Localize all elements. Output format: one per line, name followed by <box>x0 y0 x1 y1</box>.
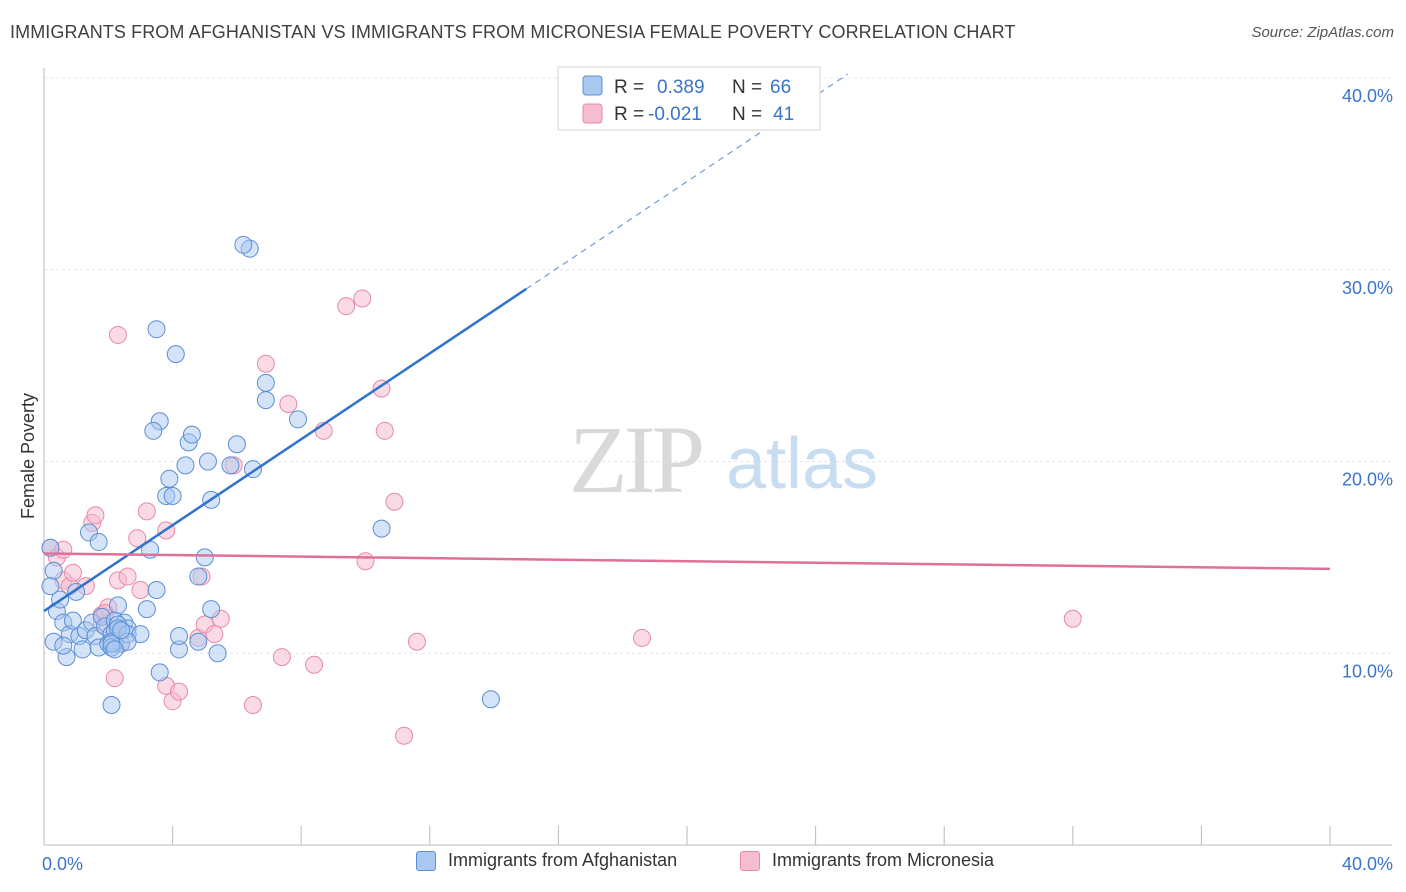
legend-item-micronesia[interactable]: Immigrants from Micronesia <box>740 850 994 871</box>
stats-legend-swatch-micronesia <box>582 103 603 124</box>
afghanistan-point <box>105 640 124 659</box>
source-credit: Source: ZipAtlas.com <box>1251 24 1394 41</box>
micronesia-point <box>128 529 147 548</box>
afghanistan-point <box>234 235 253 254</box>
legend-label-afghanistan: Immigrants from Afghanistan <box>448 850 678 870</box>
micronesia-point <box>353 289 372 308</box>
watermark-atlas: atlas <box>726 424 878 504</box>
stats-n-label-afghanistan: N = <box>732 77 762 98</box>
afghanistan-point <box>89 533 108 552</box>
afghanistan-point <box>189 632 208 651</box>
micronesia-point <box>105 669 124 688</box>
micronesia-point <box>205 625 224 644</box>
micronesia-point <box>118 567 137 586</box>
stats-n-label-micronesia: N = <box>732 104 762 125</box>
afghanistan-points <box>41 235 500 715</box>
afghanistan-point <box>147 580 166 599</box>
afghanistan-point <box>160 469 179 488</box>
afghanistan-point <box>150 663 169 682</box>
afghanistan-point <box>112 621 131 640</box>
legend-swatch-afghanistan <box>416 850 436 871</box>
afghanistan-point <box>256 391 275 410</box>
micronesia-point <box>137 502 156 521</box>
micronesia-point <box>1063 609 1082 628</box>
stats-legend: R = 0.389 N = 66 R = -0.021 N = 41 <box>557 66 821 131</box>
afghanistan-point <box>63 611 82 630</box>
afghanistan-point <box>195 548 214 567</box>
y-tick-label: 10.0% <box>1342 661 1393 681</box>
afghanistan-point <box>166 345 185 364</box>
bottom-legend: Immigrants from Afghanistan Immigrants f… <box>0 850 1406 880</box>
micronesia-point <box>131 580 150 599</box>
micronesia-point <box>337 297 356 316</box>
afghanistan-point <box>170 626 189 645</box>
y-tick-label: 40.0% <box>1342 86 1393 106</box>
afghanistan-point <box>288 410 307 429</box>
y-tick-label: 20.0% <box>1342 470 1393 490</box>
trend-lines <box>43 73 1331 613</box>
watermark-zip: ZIP <box>569 406 702 513</box>
afghanistan-point <box>221 456 240 475</box>
axis-layer: 10.0% 20.0% 30.0% 40.0% 0.0% 40.0% <box>42 68 1393 874</box>
micronesia-point <box>170 682 189 701</box>
afghanistan-point <box>41 538 60 557</box>
stats-n-value-micronesia: 41 <box>773 104 794 125</box>
micronesia-point <box>632 628 651 647</box>
afghanistan-point <box>144 421 163 440</box>
afghanistan-point <box>176 456 195 475</box>
micronesia-point <box>243 696 262 715</box>
afghanistan-point <box>44 561 63 580</box>
afghanistan-point <box>73 640 92 659</box>
afghanistan-point <box>108 596 127 615</box>
afghanistan-point <box>256 373 275 392</box>
y-axis-title: Female Poverty <box>18 393 38 519</box>
afghanistan-point <box>372 519 391 538</box>
stats-r-label-afghanistan: R = <box>614 77 644 98</box>
afghanistan-trend-line <box>43 287 527 613</box>
micronesia-point <box>256 354 275 373</box>
micronesia-point <box>375 421 394 440</box>
afghanistan-point <box>227 435 246 454</box>
stats-r-label-micronesia: R = <box>614 104 644 125</box>
y-tick-label: 30.0% <box>1342 278 1393 298</box>
legend-swatch-micronesia <box>740 850 760 871</box>
chart-title: IMMIGRANTS FROM AFGHANISTAN VS IMMIGRANT… <box>10 22 1016 42</box>
afghanistan-point <box>481 690 500 709</box>
micronesia-point <box>372 379 391 398</box>
stats-legend-swatch-afghanistan <box>582 75 603 96</box>
legend-item-afghanistan[interactable]: Immigrants from Afghanistan <box>416 850 677 871</box>
x-tick-label-min: 0.0% <box>42 854 83 874</box>
afghanistan-point <box>202 600 221 619</box>
afghanistan-point <box>54 636 73 655</box>
afghanistan-point <box>198 452 217 471</box>
micronesia-point <box>272 648 291 667</box>
afghanistan-point <box>182 425 201 444</box>
stats-r-value-micronesia: -0.021 <box>648 104 702 125</box>
micronesia-trend-line <box>43 552 1331 571</box>
stats-n-value-afghanistan: 66 <box>770 77 791 98</box>
afghanistan-point <box>189 567 208 586</box>
micronesia-point <box>86 506 105 525</box>
micronesia-point <box>385 492 404 511</box>
micronesia-point <box>279 394 298 413</box>
micronesia-points <box>41 289 1082 745</box>
watermark: ZIP atlas <box>569 406 878 513</box>
afghanistan-point <box>208 644 227 663</box>
afghanistan-point <box>137 600 156 619</box>
micronesia-point <box>108 325 127 344</box>
micronesia-point <box>395 726 414 745</box>
afghanistan-point <box>163 487 182 506</box>
micronesia-point <box>63 563 82 582</box>
afghanistan-point <box>41 577 60 596</box>
micronesia-point <box>356 552 375 571</box>
legend-label-micronesia: Immigrants from Micronesia <box>772 850 995 870</box>
x-tick-label-max: 40.0% <box>1342 854 1393 874</box>
micronesia-point <box>305 655 324 674</box>
micronesia-point <box>407 632 426 651</box>
afghanistan-point <box>147 320 166 339</box>
afghanistan-point <box>102 696 121 715</box>
stats-r-value-afghanistan: 0.389 <box>657 77 705 98</box>
